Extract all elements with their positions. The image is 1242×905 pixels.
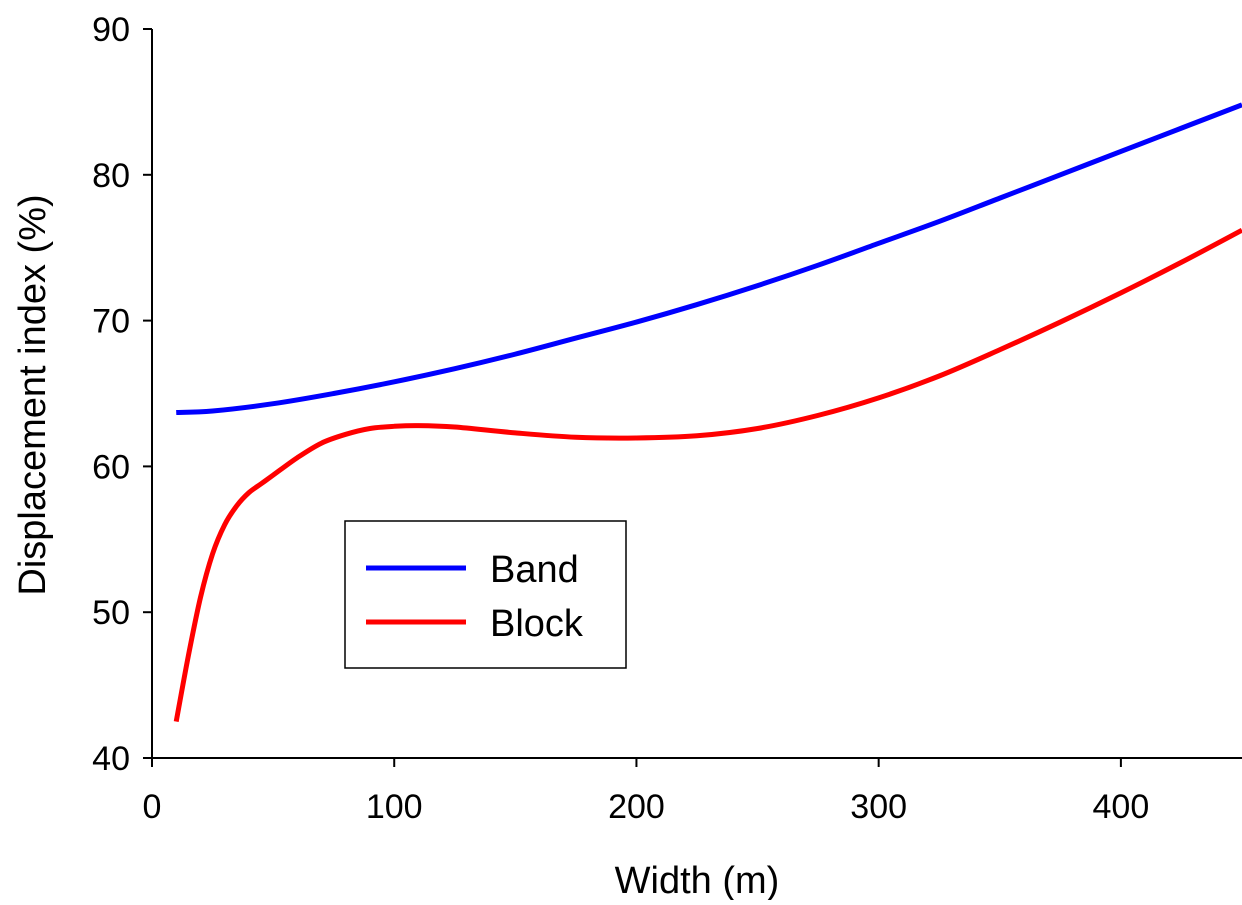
x-tick-label: 100 xyxy=(366,788,423,826)
y-tick-label: 50 xyxy=(92,594,130,632)
legend-label-block: Block xyxy=(490,603,584,645)
x-tick-label: 400 xyxy=(1093,788,1150,826)
series-group xyxy=(173,102,1242,723)
y-tick-label: 90 xyxy=(92,11,130,49)
legend-label-band: Band xyxy=(490,549,579,591)
series-line-band xyxy=(176,102,1242,415)
x-tick-label: 200 xyxy=(608,788,665,826)
y-axis-title: Displacement index (%) xyxy=(12,194,54,595)
x-tick-label: 300 xyxy=(850,788,907,826)
x-axis-title: Width (m) xyxy=(615,860,780,900)
legend: Band Block xyxy=(344,520,627,669)
x-tick-label: 0 xyxy=(143,788,162,826)
y-tick-label: 80 xyxy=(92,157,130,195)
y-tick-label: 40 xyxy=(92,740,130,778)
legend-box xyxy=(344,520,627,669)
axes: 40 50 60 70 80 90 0 100 200 300 400 xyxy=(92,11,1242,826)
y-tick-label: 70 xyxy=(92,303,130,341)
series-line-block xyxy=(173,227,1242,723)
y-tick-label: 60 xyxy=(92,448,130,486)
